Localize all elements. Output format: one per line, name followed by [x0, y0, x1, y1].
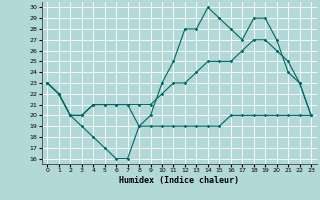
X-axis label: Humidex (Indice chaleur): Humidex (Indice chaleur)	[119, 176, 239, 185]
